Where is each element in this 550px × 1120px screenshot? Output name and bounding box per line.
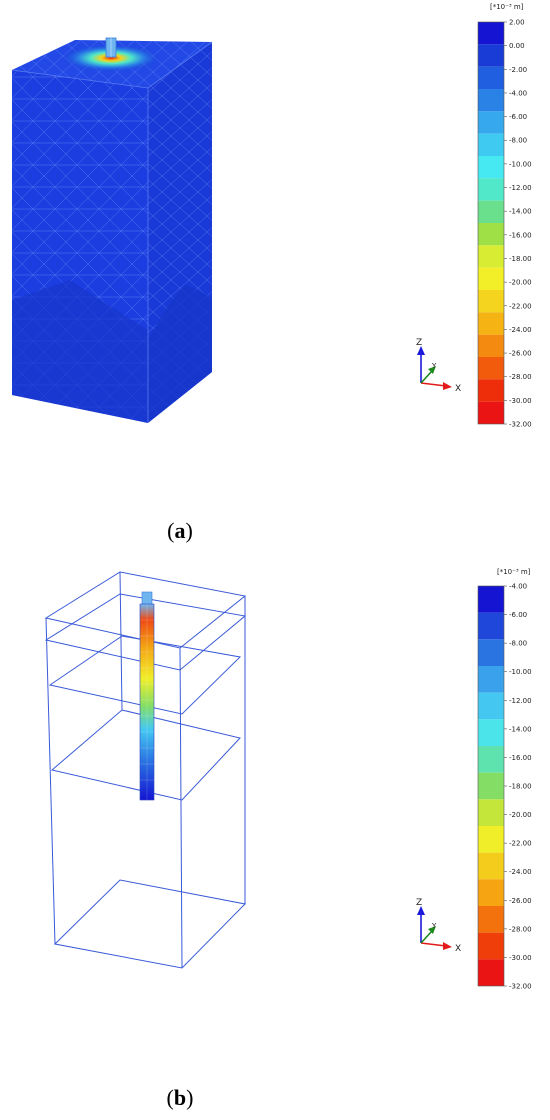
axis-triad-b: Z Y X [416, 898, 461, 954]
legend-swatch [478, 826, 504, 853]
caption-b: (b) [166, 1085, 194, 1110]
legend-label: -24.00 [509, 868, 532, 876]
axis-y-label: Y [431, 922, 437, 930]
legend-label: -28.00 [509, 925, 532, 933]
axis-y-label: Y [431, 362, 437, 370]
legend-swatch [478, 290, 504, 313]
block-front-lower-layer [12, 280, 148, 423]
legend-label: -2.00 [509, 66, 527, 74]
settlement-hotspot [61, 44, 161, 72]
legend-label: -16.00 [509, 231, 532, 239]
legend-swatch [478, 746, 504, 773]
legend-label: -14.00 [509, 725, 532, 733]
legend-swatch [478, 959, 504, 986]
legend-label: -6.00 [509, 611, 527, 619]
legend-label: -22.00 [509, 302, 532, 310]
legend-swatch [478, 772, 504, 800]
legend-label: -30.00 [509, 954, 532, 962]
legend-label: -20.00 [509, 811, 532, 819]
legend-swatch [478, 178, 504, 201]
legend-swatch [478, 879, 504, 906]
legend-label: -26.00 [509, 897, 532, 905]
legend-label: -16.00 [509, 754, 532, 762]
legend-swatch [478, 312, 504, 335]
legend-swatch [478, 245, 504, 268]
legend-label: -12.00 [509, 184, 532, 192]
legend-swatch [478, 156, 504, 179]
legend-frame [477, 21, 505, 425]
caption-a: (a) [167, 518, 193, 543]
legend-swatch [478, 932, 504, 960]
legend-label: -22.00 [509, 840, 532, 848]
legend-label: -8.00 [509, 137, 527, 145]
legend-b: [*10⁻³ m] -4.00 -6.00 -8.00 -10.00 -12.00 -14… [477, 568, 532, 991]
legend-swatch [478, 200, 504, 223]
legend-swatch [478, 401, 504, 424]
legend-swatch [478, 639, 504, 666]
panel-a: Z Y X [*10⁻³ m] 2.00 0.00 -2.00 -4.00 -6.00 -… [0, 0, 550, 555]
legend-label: -30.00 [509, 397, 532, 405]
axis-triad: Z Y X [416, 338, 461, 394]
legend-label: 2.00 [509, 19, 525, 27]
legend-label: -12.00 [509, 697, 532, 705]
legend-label: -24.00 [509, 326, 532, 334]
legend-label: -18.00 [509, 255, 532, 263]
legend-label: -4.00 [509, 583, 527, 591]
panel-b: Z Y X [*10⁻³ m] -4.00 -6.00 -8.00 -10.00 -12… [0, 560, 550, 1115]
legend-swatch [478, 852, 504, 880]
figure-a-svg: Z Y X [*10⁻³ m] 2.00 0.00 -2.00 -4.00 -6.00 -… [11, 3, 532, 429]
legend-swatch [478, 223, 504, 246]
legend-swatch [478, 22, 504, 45]
legend-label: -6.00 [509, 113, 527, 121]
legend-unit-label: [*10⁻³ m] [497, 568, 531, 576]
legend-swatch [478, 586, 504, 613]
legend-label: -4.00 [509, 89, 527, 97]
legend-swatch [478, 612, 504, 640]
wireframe-block [44, 571, 247, 969]
axis-z-label: Z [416, 898, 422, 908]
legend-swatch [478, 267, 504, 290]
legend-label: -8.00 [509, 640, 527, 648]
legend-label: -10.00 [509, 160, 532, 168]
legend-swatch [478, 66, 504, 89]
legend-swatch [478, 719, 504, 746]
legend-label: -20.00 [509, 279, 532, 287]
legend-swatch [478, 357, 504, 380]
figure-b-svg: Z Y X [*10⁻³ m] -4.00 -6.00 -8.00 -10.00 -12… [44, 568, 532, 991]
legend-swatch [478, 89, 504, 112]
axis-x-label: X [455, 384, 461, 394]
axis-x-label: X [455, 944, 461, 954]
legend-swatch [478, 111, 504, 134]
legend-swatch [478, 666, 504, 693]
axis-z-label: Z [416, 338, 422, 348]
legend-label: -32.00 [509, 983, 532, 991]
legend-label: -28.00 [509, 373, 532, 381]
legend-label: -18.00 [509, 783, 532, 791]
legend-label: -10.00 [509, 668, 532, 676]
legend-swatch [478, 44, 504, 67]
legend-label: -32.00 [509, 421, 532, 429]
legend-swatch [478, 379, 504, 402]
legend-swatch [478, 799, 504, 826]
legend-swatch [478, 692, 504, 720]
legend-unit-label: [*10⁻³ m] [490, 3, 524, 11]
legend-swatch [478, 334, 504, 357]
legend-a: [*10⁻³ m] 2.00 0.00 -2.00 -4.00 -6.00 -8.00 -1… [477, 3, 532, 429]
pile [139, 591, 155, 801]
legend-swatch [478, 906, 504, 933]
legend-swatch [478, 133, 504, 156]
soil-block [11, 37, 213, 423]
legend-label: 0.00 [509, 42, 525, 50]
legend-label: -14.00 [509, 208, 532, 216]
legend-label: -26.00 [509, 350, 532, 358]
